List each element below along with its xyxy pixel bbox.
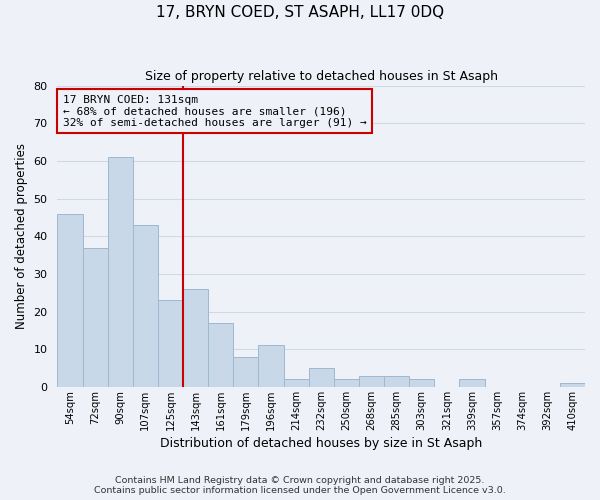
Title: Size of property relative to detached houses in St Asaph: Size of property relative to detached ho…: [145, 70, 498, 83]
Bar: [409, 380, 434, 387]
Bar: [359, 376, 384, 387]
Bar: [208, 323, 233, 387]
Bar: [308, 368, 334, 387]
Bar: [58, 214, 83, 387]
Bar: [259, 346, 284, 387]
Bar: [334, 380, 359, 387]
X-axis label: Distribution of detached houses by size in St Asaph: Distribution of detached houses by size …: [160, 437, 482, 450]
Bar: [107, 157, 133, 387]
Bar: [460, 380, 485, 387]
Bar: [560, 383, 585, 387]
Text: Contains HM Land Registry data © Crown copyright and database right 2025.
Contai: Contains HM Land Registry data © Crown c…: [94, 476, 506, 495]
Bar: [384, 376, 409, 387]
Text: 17 BRYN COED: 131sqm
← 68% of detached houses are smaller (196)
32% of semi-deta: 17 BRYN COED: 131sqm ← 68% of detached h…: [62, 94, 367, 128]
Y-axis label: Number of detached properties: Number of detached properties: [15, 143, 28, 329]
Bar: [284, 380, 308, 387]
Bar: [133, 225, 158, 387]
Bar: [183, 289, 208, 387]
Bar: [83, 248, 107, 387]
Bar: [233, 357, 259, 387]
Text: 17, BRYN COED, ST ASAPH, LL17 0DQ: 17, BRYN COED, ST ASAPH, LL17 0DQ: [156, 5, 444, 20]
Bar: [158, 300, 183, 387]
